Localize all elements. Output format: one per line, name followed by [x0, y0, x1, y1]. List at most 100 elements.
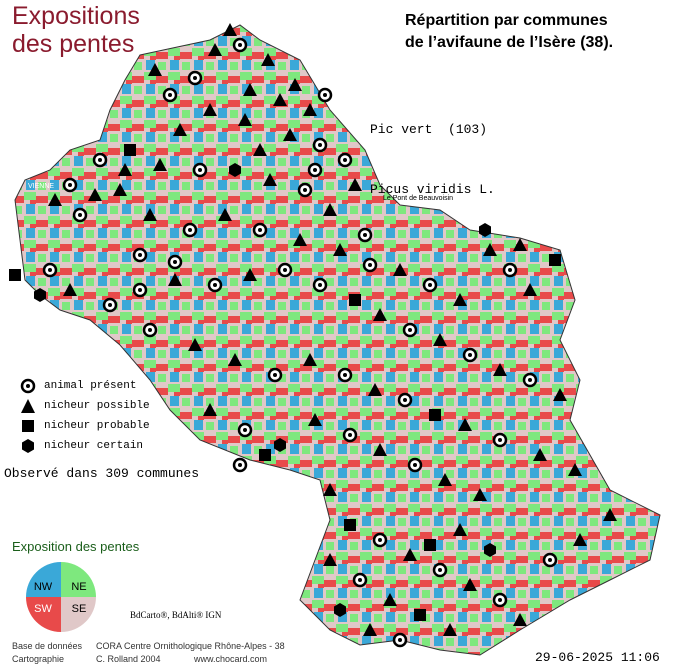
triangle-marker — [458, 418, 472, 431]
triangle-marker — [188, 338, 202, 351]
circle-marker — [252, 222, 268, 238]
hexagon-marker — [229, 163, 241, 177]
species-common-name: Pic vert (103) — [370, 122, 488, 137]
quadrant-ne — [61, 562, 96, 597]
hexagon-icon — [22, 439, 34, 453]
hexagon-marker — [484, 543, 496, 557]
circle-marker — [357, 227, 373, 243]
square-marker — [124, 144, 136, 156]
square-marker — [414, 609, 426, 621]
website-link[interactable]: www.chocard.com — [194, 654, 268, 664]
triangle-marker — [273, 93, 287, 106]
circle-marker — [132, 247, 148, 263]
legend-item-possible: nicheur possible — [20, 396, 150, 416]
circle-marker — [232, 457, 248, 473]
triangle-marker — [483, 243, 497, 256]
triangle-marker — [553, 388, 567, 401]
circle-marker — [462, 347, 478, 363]
triangle-marker — [433, 333, 447, 346]
triangle-marker — [373, 308, 387, 321]
triangle-marker — [438, 473, 452, 486]
triangle-marker — [143, 208, 157, 221]
circle-marker — [307, 162, 323, 178]
circle-marker — [237, 422, 253, 438]
db-value: CORA Centre Ornithologique Rhône-Alpes -… — [96, 641, 285, 651]
circle-marker — [317, 87, 333, 103]
triangle-marker — [243, 268, 257, 281]
triangle-marker — [303, 353, 317, 366]
quadrant-sw — [26, 597, 61, 632]
triangle-marker — [323, 483, 337, 496]
square-marker — [424, 539, 436, 551]
triangle-marker — [173, 123, 187, 136]
triangle-marker — [603, 508, 617, 521]
distribution-title-line2: de l’avifaune de l’Isère (38). — [405, 34, 614, 51]
square-marker — [429, 409, 441, 421]
circle-marker — [312, 137, 328, 153]
circle-marker — [167, 254, 183, 270]
triangle-marker — [363, 623, 377, 636]
triangle-marker — [513, 238, 527, 251]
circle-marker — [312, 277, 328, 293]
triangle-marker — [203, 403, 217, 416]
circle-marker — [522, 372, 538, 388]
triangle-marker — [463, 578, 477, 591]
circle-marker — [62, 177, 78, 193]
triangle-marker — [168, 273, 182, 286]
circle-marker — [162, 87, 178, 103]
circle-marker — [337, 367, 353, 383]
ign-credit: BdCarto®, BdAlti® IGN — [130, 610, 222, 620]
circle-icon — [20, 378, 36, 394]
circle-marker — [42, 262, 58, 278]
distribution-title: Répartition par communes de l’avifaune d… — [405, 10, 613, 54]
triangle-marker — [203, 103, 217, 116]
triangle-marker — [513, 613, 527, 626]
triangle-marker — [238, 113, 252, 126]
legend-item-probable: nicheur probable — [20, 416, 150, 436]
quadrant-se-label: SE — [72, 603, 87, 615]
hexagon-marker — [34, 288, 46, 302]
carto-value: C. Rolland 2004 — [96, 654, 161, 664]
map-title-line2: des pentes — [12, 30, 135, 58]
square-marker — [549, 254, 561, 266]
quadrant-nw — [26, 562, 61, 597]
quadrant-nw-label: NW — [34, 581, 53, 593]
circle-marker — [372, 532, 388, 548]
circle-marker — [182, 222, 198, 238]
triangle-marker — [243, 83, 257, 96]
exposure-compass: NW NE SW SE — [26, 562, 96, 632]
distribution-title-line1: Répartition par communes — [405, 12, 608, 29]
exposure-title: Exposition des pentes — [12, 539, 140, 554]
circle-marker — [232, 37, 248, 53]
circle-marker — [422, 277, 438, 293]
hexagon-marker — [479, 223, 491, 237]
triangle-marker — [333, 243, 347, 256]
circle-marker — [207, 277, 223, 293]
circle-marker — [502, 262, 518, 278]
circle-marker — [297, 182, 313, 198]
circle-marker — [492, 592, 508, 608]
circle-marker — [337, 152, 353, 168]
circle-marker — [352, 572, 368, 588]
triangle-marker — [261, 53, 275, 66]
map-title: Expositions des pentes — [12, 2, 140, 58]
map-label-vienne: VIENNE — [28, 183, 54, 190]
circle-marker — [407, 457, 423, 473]
circle-marker — [142, 322, 158, 338]
triangle-marker — [308, 413, 322, 426]
square-marker — [344, 519, 356, 531]
db-label: Base de données — [12, 641, 83, 651]
square-marker — [259, 449, 271, 461]
triangle-marker — [393, 263, 407, 276]
triangle-marker — [373, 443, 387, 456]
credits: Base de données CORA Centre Ornithologiqu… — [12, 640, 285, 666]
triangle-marker — [573, 533, 587, 546]
triangle-marker — [323, 553, 337, 566]
triangle-marker — [263, 173, 277, 186]
circle-marker — [432, 562, 448, 578]
legend-item-present: animal présent — [20, 376, 150, 396]
triangle-marker — [403, 548, 417, 561]
hexagon-marker — [274, 438, 286, 452]
circle-marker — [397, 392, 413, 408]
circle-marker — [492, 432, 508, 448]
